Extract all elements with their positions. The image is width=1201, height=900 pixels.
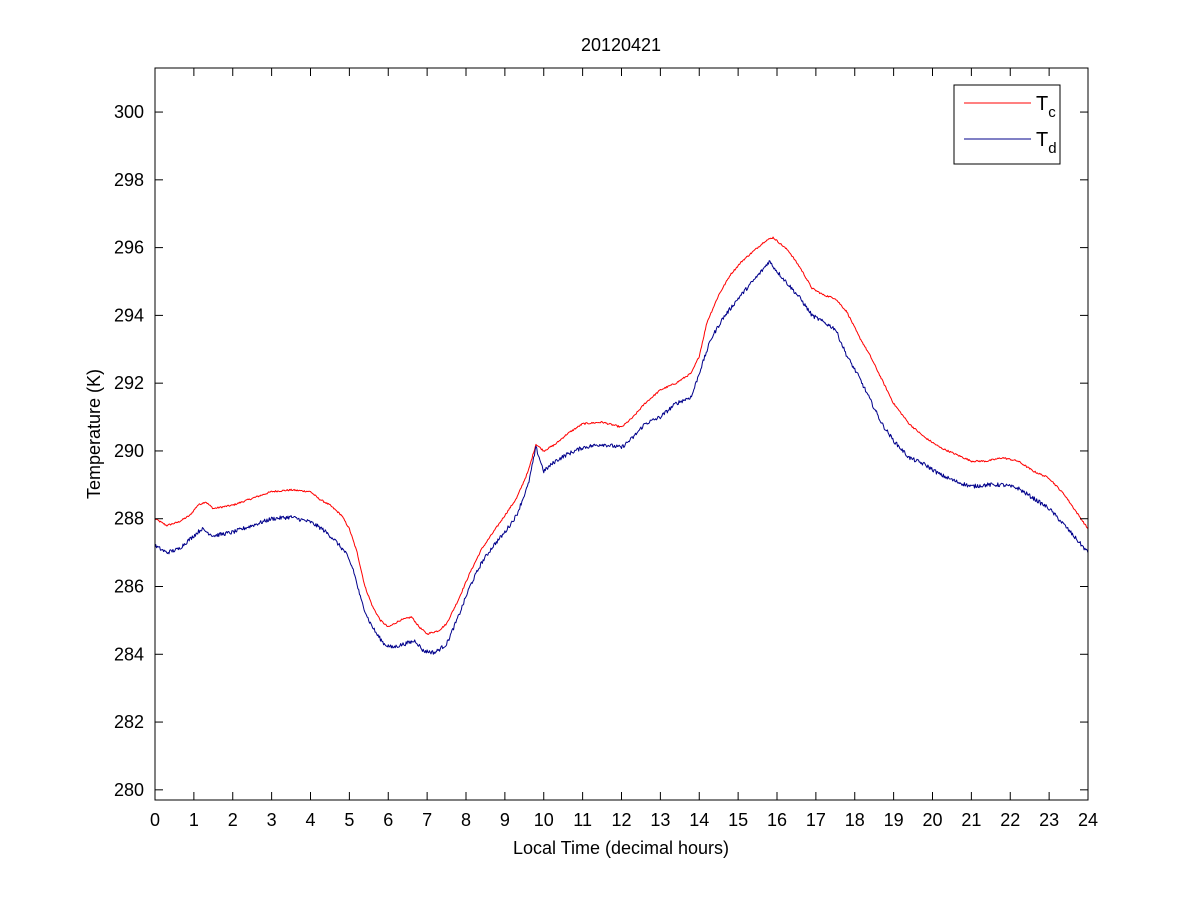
x-tick-label: 19 (884, 810, 904, 830)
y-tick-label: 288 (114, 509, 144, 529)
x-tick-label: 4 (305, 810, 315, 830)
y-tick-label: 290 (114, 441, 144, 461)
y-tick-label: 300 (114, 102, 144, 122)
series-line-td (154, 260, 1089, 655)
chart-title: 20120421 (581, 35, 661, 55)
plot-lines (154, 236, 1089, 655)
x-tick-label: 0 (150, 810, 160, 830)
legend-label: Tc (1036, 93, 1056, 121)
x-tick-label: 2 (228, 810, 238, 830)
y-tick-label: 282 (114, 712, 144, 732)
x-tick-label: 22 (1000, 810, 1020, 830)
x-axis-label: Local Time (decimal hours) (513, 838, 729, 858)
x-tick-label: 11 (573, 810, 592, 830)
y-tick-label: 286 (114, 577, 144, 597)
x-tick-label: 23 (1039, 810, 1059, 830)
x-tick-label: 21 (961, 810, 981, 830)
x-tick-label: 15 (728, 810, 748, 830)
x-tick-label: 8 (461, 810, 471, 830)
x-tick-label: 13 (650, 810, 670, 830)
x-tick-label: 6 (383, 810, 393, 830)
x-tick-label: 20 (922, 810, 942, 830)
y-tick-label: 298 (114, 170, 144, 190)
y-axis: 280 282 284 286 288 290 292 294 296 298 300 (114, 102, 1088, 800)
y-tick-label: 294 (114, 305, 144, 325)
y-axis-label: Temperature (K) (84, 369, 104, 499)
legend-label: Td (1036, 129, 1057, 157)
x-tick-label: 18 (845, 810, 865, 830)
y-tick-label: 292 (114, 373, 144, 393)
x-tick-label: 9 (500, 810, 510, 830)
series-line-tc (154, 236, 1089, 635)
x-tick-label: 14 (689, 810, 709, 830)
y-tick-label: 284 (114, 644, 144, 664)
x-axis: 0 1 2 3 4 5 6 7 8 9 10 11 12 13 14 15 16 17 18 19 20 21 22 23 24 (150, 68, 1098, 830)
x-tick-label: 5 (344, 810, 354, 830)
y-tick-label: 296 (114, 238, 144, 258)
legend: Tc Td (953, 84, 1061, 165)
x-tick-label: 3 (267, 810, 277, 830)
x-tick-label: 1 (189, 810, 199, 830)
x-tick-label: 17 (806, 810, 826, 830)
y-tick-label: 280 (114, 780, 144, 800)
x-tick-label: 7 (422, 810, 432, 830)
x-tick-label: 12 (611, 810, 631, 830)
legend-box (953, 84, 1061, 165)
x-tick-label: 16 (767, 810, 787, 830)
x-tick-label: 24 (1078, 810, 1098, 830)
x-tick-label: 10 (534, 810, 554, 830)
